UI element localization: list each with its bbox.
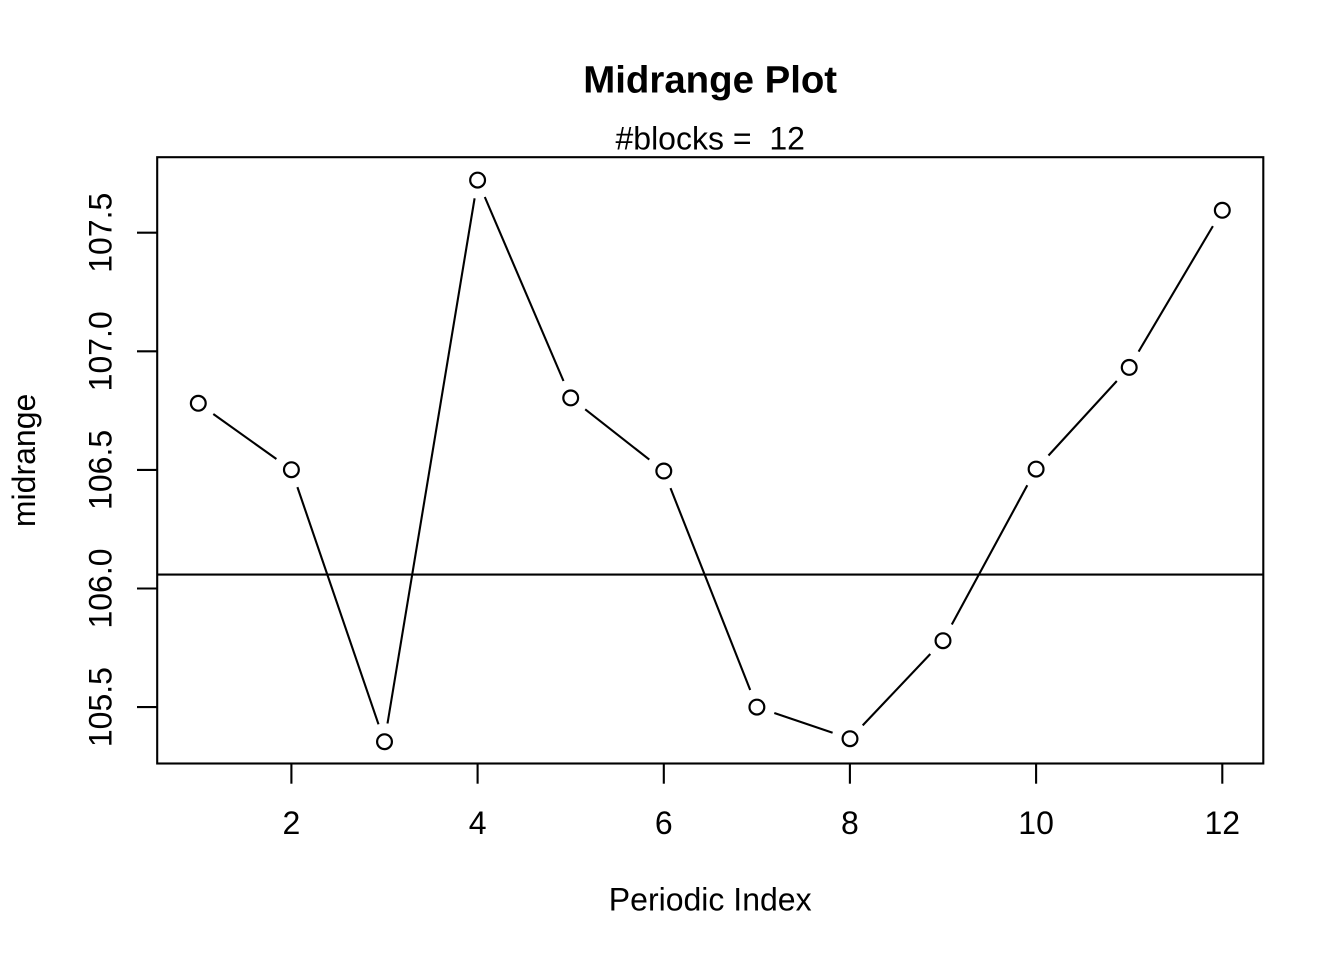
svg-text:107.0: 107.0 [82,311,118,391]
svg-text:10: 10 [1018,805,1054,841]
svg-text:2: 2 [283,805,301,841]
svg-text:12: 12 [1205,805,1241,841]
svg-text:106.0: 106.0 [82,548,118,628]
svg-text:#blocks = 12: #blocks = 12 [615,120,804,156]
svg-text:Midrange Plot: Midrange Plot [583,59,837,102]
svg-text:midrange: midrange [6,394,42,527]
svg-text:Periodic Index: Periodic Index [609,882,812,918]
svg-text:107.5: 107.5 [82,193,118,273]
svg-text:8: 8 [841,805,859,841]
svg-text:4: 4 [469,805,487,841]
svg-text:106.5: 106.5 [82,430,118,510]
svg-text:6: 6 [655,805,673,841]
svg-text:105.5: 105.5 [82,667,118,747]
